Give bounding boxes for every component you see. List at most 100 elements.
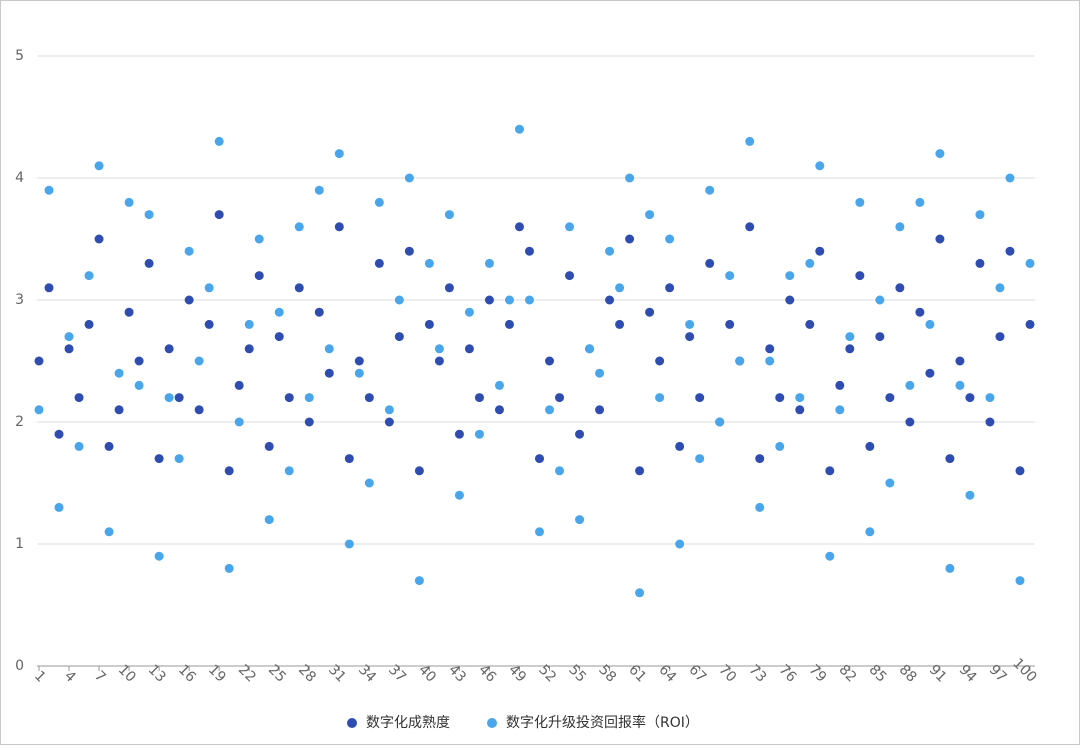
point bbox=[815, 161, 825, 171]
point bbox=[885, 478, 895, 488]
y-tick-label: 4 bbox=[15, 170, 24, 186]
point bbox=[805, 258, 815, 268]
point bbox=[725, 271, 735, 281]
point bbox=[995, 332, 1005, 342]
point bbox=[675, 441, 685, 451]
point bbox=[504, 319, 514, 329]
point bbox=[74, 393, 84, 403]
point bbox=[905, 417, 915, 427]
point bbox=[745, 136, 755, 146]
point bbox=[885, 393, 895, 403]
point bbox=[364, 393, 374, 403]
point bbox=[855, 271, 865, 281]
point bbox=[715, 417, 725, 427]
point bbox=[394, 332, 404, 342]
point bbox=[575, 429, 585, 439]
point bbox=[334, 222, 344, 232]
point bbox=[965, 393, 975, 403]
point bbox=[795, 393, 805, 403]
legend-label: 数字化成熟度 bbox=[366, 715, 450, 731]
point bbox=[675, 539, 685, 549]
point bbox=[264, 441, 274, 451]
point bbox=[234, 417, 244, 427]
point bbox=[374, 258, 384, 268]
y-tick-label: 0 bbox=[15, 658, 24, 674]
point bbox=[214, 136, 224, 146]
point bbox=[705, 185, 715, 195]
point bbox=[124, 307, 134, 317]
point bbox=[54, 429, 64, 439]
point bbox=[434, 344, 444, 354]
point bbox=[775, 393, 785, 403]
point bbox=[194, 356, 204, 366]
point bbox=[685, 332, 695, 342]
point bbox=[665, 234, 675, 244]
point bbox=[84, 271, 94, 281]
legend-marker bbox=[347, 718, 357, 728]
point bbox=[54, 502, 64, 512]
point bbox=[545, 405, 555, 415]
point bbox=[555, 466, 565, 476]
point bbox=[444, 210, 454, 220]
point bbox=[755, 502, 765, 512]
point bbox=[825, 551, 835, 561]
point bbox=[214, 210, 224, 220]
point bbox=[134, 356, 144, 366]
point bbox=[464, 307, 474, 317]
point bbox=[144, 210, 154, 220]
point bbox=[695, 454, 705, 464]
point bbox=[354, 368, 364, 378]
point bbox=[64, 344, 74, 354]
point bbox=[264, 515, 274, 525]
point bbox=[474, 429, 484, 439]
point bbox=[364, 478, 374, 488]
point bbox=[104, 441, 114, 451]
legend-marker bbox=[487, 718, 497, 728]
point bbox=[565, 222, 575, 232]
point bbox=[424, 258, 434, 268]
point bbox=[274, 307, 284, 317]
point bbox=[114, 368, 124, 378]
point bbox=[835, 405, 845, 415]
point bbox=[975, 210, 985, 220]
point bbox=[655, 356, 665, 366]
point bbox=[304, 417, 314, 427]
point bbox=[294, 283, 304, 293]
point bbox=[384, 417, 394, 427]
y-tick-label: 5 bbox=[15, 48, 24, 64]
point bbox=[74, 441, 84, 451]
point bbox=[775, 441, 785, 451]
point bbox=[865, 527, 875, 537]
y-tick-label: 1 bbox=[15, 536, 24, 552]
point bbox=[454, 429, 464, 439]
point bbox=[605, 295, 615, 305]
point bbox=[785, 295, 795, 305]
point bbox=[625, 173, 635, 183]
point bbox=[64, 332, 74, 342]
point bbox=[114, 405, 124, 415]
point bbox=[184, 246, 194, 256]
point bbox=[504, 295, 514, 305]
point bbox=[995, 283, 1005, 293]
point bbox=[174, 393, 184, 403]
point bbox=[224, 466, 234, 476]
point bbox=[785, 271, 795, 281]
point bbox=[765, 344, 775, 354]
point bbox=[334, 149, 344, 159]
point bbox=[955, 380, 965, 390]
point bbox=[925, 319, 935, 329]
point bbox=[915, 307, 925, 317]
point bbox=[464, 344, 474, 354]
point bbox=[925, 368, 935, 378]
point bbox=[905, 380, 915, 390]
point bbox=[234, 380, 244, 390]
point bbox=[314, 307, 324, 317]
point bbox=[404, 173, 414, 183]
point bbox=[384, 405, 394, 415]
point bbox=[354, 356, 364, 366]
point bbox=[1005, 173, 1015, 183]
point bbox=[655, 393, 665, 403]
point bbox=[555, 393, 565, 403]
point bbox=[695, 393, 705, 403]
point bbox=[424, 319, 434, 329]
